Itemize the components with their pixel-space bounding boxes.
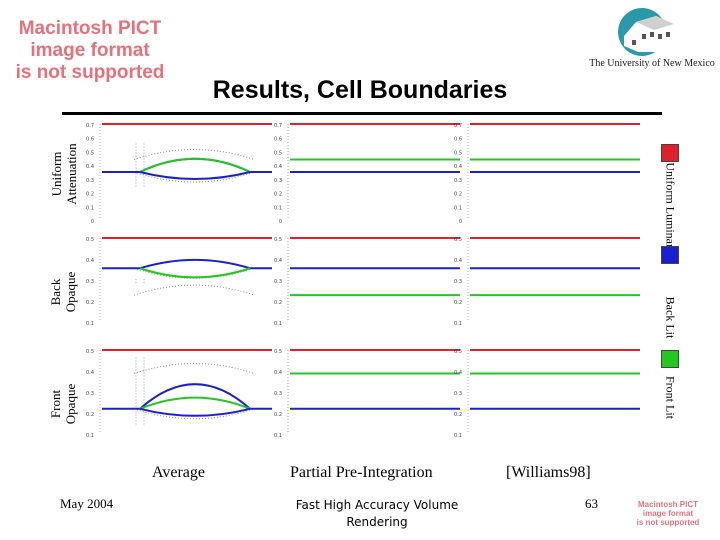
tick-label: 0.6 (454, 137, 462, 143)
pict-placeholder-top: Macintosh PICT image format is not suppo… (0, 18, 180, 84)
title-divider (62, 112, 662, 115)
tick-label: 0.4 (86, 370, 94, 376)
university-name: The University of New Mexico (589, 58, 715, 69)
tick-label: 0.7 (274, 123, 282, 129)
tick-label: 0.1 (454, 321, 462, 327)
pict-line-3: is not supported (15, 62, 165, 83)
series-curve-blue (102, 383, 272, 410)
tick-label: 0.4 (454, 164, 462, 170)
ghost-curve (133, 284, 255, 296)
tick-label: 0.1 (454, 433, 462, 439)
row-label-back-opaque: Back Opaque (48, 271, 78, 313)
tick-label: 0 (279, 219, 282, 225)
tick-label: 0.5 (86, 150, 94, 156)
series-curve-blue (102, 258, 272, 270)
series-curve-blue-lower (139, 407, 251, 417)
tick-label: 0.5 (454, 349, 462, 355)
tick-label: 0 (91, 219, 94, 225)
ghost-curve (133, 408, 255, 420)
tick-label: 0.2 (274, 412, 282, 418)
tick-label: 0.3 (274, 279, 282, 285)
tick-label: 0.6 (86, 137, 94, 143)
tick-label: 0.2 (86, 300, 94, 306)
ghost-curve (133, 149, 255, 160)
pict-line-2: image format (30, 40, 150, 61)
series-curve-green (139, 396, 251, 410)
tick-label: 0.3 (274, 391, 282, 397)
series-curve-green (139, 267, 251, 279)
tick-label: 0.3 (86, 178, 94, 184)
tick-label: 0.4 (274, 370, 282, 376)
tick-label: 0.1 (86, 205, 94, 211)
tick-label: 0.1 (86, 433, 94, 439)
tick-label: 0 (459, 219, 462, 225)
footer-date: May 2004 (60, 496, 114, 511)
tick-label: 0.4 (274, 164, 282, 170)
tick-label: 0.4 (86, 258, 94, 264)
tick-label: 0.3 (454, 178, 462, 184)
legend-swatch-green (661, 350, 679, 368)
tick-label: 0.2 (454, 300, 462, 306)
ghost-curve (133, 171, 255, 183)
legend-swatch-blue (661, 246, 679, 264)
unm-logo-icon (618, 8, 674, 56)
tick-label: 0.4 (274, 258, 282, 264)
footer-talk-title: Fast High Accuracy Volume Rendering (295, 498, 459, 529)
row-label-front-opaque: Front Opaque (48, 383, 78, 425)
page-title: Results, Cell Boundaries (212, 76, 508, 104)
legend-label-back-lit: Back Lit (663, 296, 678, 339)
tick-label: 0.1 (86, 321, 94, 327)
tick-label: 0.4 (86, 164, 94, 170)
tick-label: 0.2 (454, 192, 462, 198)
series-curve-green (139, 157, 251, 173)
tick-label: 0.1 (274, 321, 282, 327)
column-label-average: Average (152, 464, 205, 481)
tick-label: 0.3 (274, 178, 282, 184)
row-label-uniform-attenuation: Uniform Attenuation (49, 143, 79, 205)
tick-label: 0.2 (454, 412, 462, 418)
tick-label: 0.5 (274, 150, 282, 156)
tick-label: 0.5 (274, 349, 282, 355)
tick-label: 0.3 (86, 391, 94, 397)
tick-label: 0.5 (454, 150, 462, 156)
column-label-williams98: [Williams98] (506, 464, 591, 481)
tick-label: 0.6 (274, 137, 282, 143)
tick-label: 0.2 (86, 412, 94, 418)
tick-label: 0.7 (86, 123, 94, 129)
tick-label: 0.7 (454, 123, 462, 129)
tick-label: 0.1 (274, 205, 282, 211)
tick-label: 0.4 (454, 370, 462, 376)
tick-label: 0.5 (86, 237, 94, 243)
tick-label: 0.5 (86, 349, 94, 355)
tick-label: 0.2 (86, 192, 94, 198)
footer-page-number: 63 (585, 496, 598, 511)
series-curve-blue-lower (139, 171, 251, 180)
tick-label: 0.5 (454, 237, 462, 243)
tick-label: 0.3 (454, 279, 462, 285)
ghost-curve (133, 267, 255, 279)
tick-label: 0.4 (454, 258, 462, 264)
legend-label-front-lit: Front Lit (663, 375, 678, 419)
plot-grid: 0.7 0.6 0.5 0.4 0.3 0.2 0.1 0 0.7 0.6 0.5 0.4 0.3 0.2… (86, 123, 640, 439)
ghost-curve (133, 363, 255, 374)
pict-line-1: Macintosh PICT (18, 18, 162, 39)
tick-label: 0.2 (274, 300, 282, 306)
legend-swatch-red (661, 144, 679, 162)
tick-label: 0.3 (86, 279, 94, 285)
pict-placeholder-bottom: Macintosh PICT image format is not suppo… (636, 500, 700, 527)
tick-label: 0.5 (274, 237, 282, 243)
tick-label: 0.2 (274, 192, 282, 198)
tick-label: 0.3 (454, 391, 462, 397)
column-label-partial-pre-integration: Partial Pre-Integration (290, 464, 433, 481)
tick-label: 0.1 (274, 433, 282, 439)
tick-label: 0.1 (454, 205, 462, 211)
